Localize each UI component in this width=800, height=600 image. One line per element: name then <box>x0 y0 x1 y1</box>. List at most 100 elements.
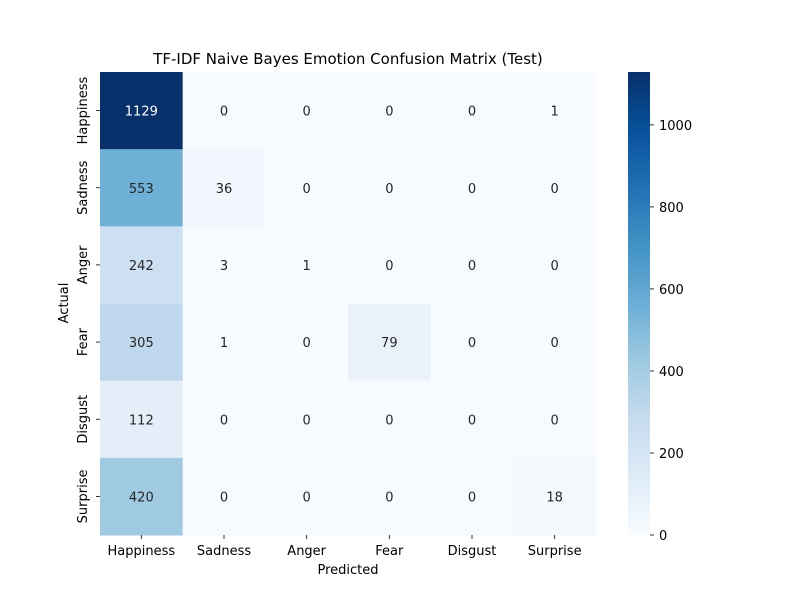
x-tick-label: Surprise <box>528 544 582 559</box>
x-axis-label: Predicted <box>317 563 378 578</box>
heatmap-cell <box>265 226 349 304</box>
x-tick-label: Disgust <box>448 544 497 559</box>
heatmap-cell <box>182 380 266 459</box>
heatmap-cell <box>348 149 432 227</box>
heatmap-cell <box>100 149 184 227</box>
heatmap-cell <box>182 149 266 227</box>
heatmap-cell <box>348 457 432 536</box>
cell-value-label: 0 <box>385 182 393 197</box>
colorbar-tick-label: 0 <box>659 529 667 544</box>
heatmap-cell <box>513 380 597 459</box>
cell-value-label: 112 <box>129 413 154 428</box>
cell-value-label: 0 <box>385 490 393 505</box>
cell-value-label: 1 <box>303 259 311 274</box>
heatmap-cell <box>265 380 349 459</box>
heatmap-cell <box>513 149 597 227</box>
cell-value-label: 0 <box>303 336 311 351</box>
chart-title: TF-IDF Naive Bayes Emotion Confusion Mat… <box>152 50 543 68</box>
heatmap-cell <box>100 72 184 150</box>
cell-value-label: 0 <box>468 105 476 120</box>
y-tick-label: Disgust <box>76 395 91 444</box>
colorbar-tick-label: 1000 <box>659 119 692 134</box>
heatmap-cell <box>182 303 266 382</box>
heatmap-cell <box>430 457 514 536</box>
cell-value-label: 0 <box>468 413 476 428</box>
y-tick-label: Fear <box>76 327 91 356</box>
cell-annotations: 1129 0 0 0 0 1 553 36 0 0 0 0 242 3 1 0 0 0 305 1 0 79 0 0 112 0 0… <box>125 105 563 506</box>
colorbar <box>628 72 650 535</box>
cell-value-label: 3 <box>220 259 228 274</box>
cell-value-label: 0 <box>303 105 311 120</box>
heatmap-cell <box>430 380 514 459</box>
cell-value-label: 0 <box>551 182 559 197</box>
cell-value-label: 0 <box>385 413 393 428</box>
heatmap-cell <box>513 457 597 536</box>
cell-value-label: 1 <box>220 336 228 351</box>
heatmap-cell <box>100 380 184 459</box>
cell-value-label: 0 <box>551 413 559 428</box>
cell-value-label: 18 <box>546 490 563 505</box>
heatmap-cell <box>182 457 266 536</box>
colorbar-tick-label: 400 <box>659 365 684 380</box>
y-axis-label: Actual <box>57 283 72 324</box>
cell-value-label: 0 <box>468 259 476 274</box>
cell-value-label: 305 <box>129 336 154 351</box>
heatmap-cell <box>430 303 514 382</box>
heatmap-cell <box>348 72 432 150</box>
cell-value-label: 242 <box>129 259 154 274</box>
heatmap-cell <box>100 303 184 382</box>
heatmap-cell <box>430 226 514 304</box>
heatmap-cell <box>348 303 432 382</box>
cell-value-label: 0 <box>385 259 393 274</box>
y-tick-label: Surprise <box>76 470 91 524</box>
cell-value-label: 36 <box>216 182 233 197</box>
cell-value-label: 1 <box>551 105 559 120</box>
cell-value-label: 0 <box>303 490 311 505</box>
heatmap-cell <box>182 226 266 304</box>
cell-value-label: 0 <box>303 182 311 197</box>
x-tick-label: Anger <box>287 544 326 559</box>
cell-value-label: 0 <box>385 105 393 120</box>
heatmap-cell <box>182 72 266 150</box>
heatmap-cell <box>348 380 432 459</box>
heatmap-cell <box>100 457 184 536</box>
x-tick-label: Sadness <box>197 544 251 559</box>
heatmap-cell <box>348 226 432 304</box>
heatmap-cell <box>513 226 597 304</box>
cell-value-label: 0 <box>468 490 476 505</box>
colorbar-tick-label: 800 <box>659 201 684 216</box>
heatmap-cell <box>513 303 597 382</box>
colorbar-ticks: 0 200 400 600 800 1000 <box>650 119 692 544</box>
cell-value-label: 0 <box>468 182 476 197</box>
y-tick-label: Happiness <box>76 77 91 145</box>
colorbar-tick-label: 600 <box>659 283 684 298</box>
y-tick-label: Sadness <box>76 160 91 214</box>
cell-value-label: 553 <box>129 182 154 197</box>
cell-value-label: 79 <box>381 336 398 351</box>
x-tick-label: Fear <box>375 544 404 559</box>
heatmap-cell <box>430 72 514 150</box>
x-axis: Happiness Sadness Anger Fear Disgust Surprise <box>108 535 582 559</box>
cell-value-label: 420 <box>129 490 154 505</box>
heatmap-cells <box>100 72 597 536</box>
cell-value-label: 0 <box>220 105 228 120</box>
cell-value-label: 0 <box>220 413 228 428</box>
heatmap-cell <box>100 226 184 304</box>
cell-value-label: 0 <box>551 336 559 351</box>
heatmap-cell <box>265 303 349 382</box>
cell-value-label: 1129 <box>125 105 158 120</box>
cell-value-label: 0 <box>303 413 311 428</box>
cell-value-label: 0 <box>220 490 228 505</box>
colorbar-tick-label: 200 <box>659 447 684 462</box>
heatmap-cell <box>265 149 349 227</box>
y-tick-label: Anger <box>76 245 91 284</box>
cell-value-label: 0 <box>551 259 559 274</box>
heatmap-cell <box>430 149 514 227</box>
heatmap-cell <box>513 72 597 150</box>
y-axis: Happiness Sadness Anger Fear Disgust Surprise <box>76 77 100 524</box>
cell-value-label: 0 <box>468 336 476 351</box>
heatmap-cell <box>265 72 349 150</box>
x-tick-label: Happiness <box>108 544 176 559</box>
heatmap-cell <box>265 457 349 536</box>
